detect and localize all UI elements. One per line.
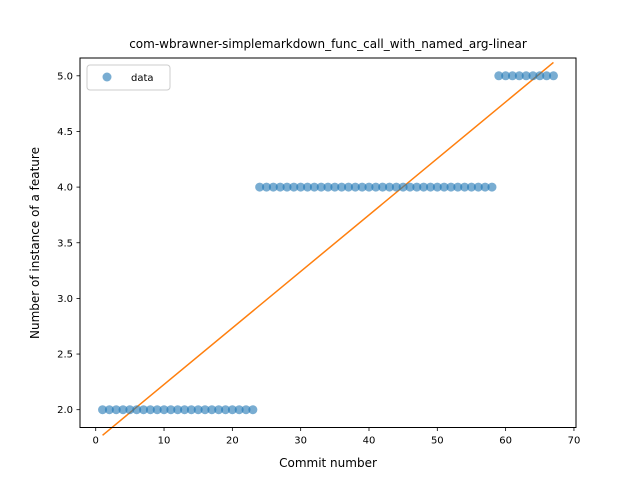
data-point bbox=[262, 182, 272, 192]
data-point bbox=[214, 405, 224, 415]
data-point bbox=[180, 405, 190, 415]
x-tick-label: 30 bbox=[294, 436, 307, 447]
data-point bbox=[548, 71, 558, 81]
data-point bbox=[507, 71, 517, 81]
data-point bbox=[241, 405, 251, 415]
data-point bbox=[289, 182, 299, 192]
data-point bbox=[514, 71, 524, 81]
y-tick-label: 4.5 bbox=[57, 127, 73, 138]
data-point bbox=[412, 182, 422, 192]
data-point bbox=[350, 182, 360, 192]
data-point bbox=[186, 405, 196, 415]
data-point bbox=[139, 405, 149, 415]
data-point bbox=[296, 182, 306, 192]
y-tick-label: 3.5 bbox=[57, 238, 73, 249]
data-point bbox=[98, 405, 108, 415]
data-point bbox=[337, 182, 347, 192]
data-point bbox=[419, 182, 429, 192]
data-point bbox=[111, 405, 121, 415]
data-point bbox=[480, 182, 490, 192]
data-point bbox=[446, 182, 456, 192]
legend: data bbox=[86, 64, 171, 91]
data-point bbox=[248, 405, 258, 415]
data-point bbox=[255, 182, 265, 192]
y-tick-label: 2.5 bbox=[57, 350, 73, 361]
x-axis-label: Commit number bbox=[279, 456, 377, 470]
data-point bbox=[487, 182, 497, 192]
data-point bbox=[344, 182, 353, 192]
data-point bbox=[432, 182, 442, 192]
data-point bbox=[125, 405, 135, 415]
y-tick-label: 2.0 bbox=[57, 405, 73, 416]
data-point bbox=[494, 71, 504, 81]
data-point bbox=[152, 405, 162, 415]
data-point bbox=[535, 71, 545, 81]
y-tick-label: 5.0 bbox=[57, 71, 73, 82]
data-point bbox=[398, 182, 408, 192]
data-point bbox=[132, 405, 142, 415]
data-point bbox=[330, 182, 340, 192]
data-point bbox=[221, 405, 231, 415]
y-tick-label: 4.0 bbox=[57, 183, 73, 194]
data-point bbox=[357, 182, 367, 192]
data-point bbox=[275, 182, 285, 192]
data-point bbox=[391, 182, 401, 192]
data-point bbox=[118, 405, 128, 415]
data-point bbox=[473, 182, 483, 192]
data-point bbox=[207, 405, 217, 415]
x-tick-label: 10 bbox=[158, 436, 171, 447]
data-point bbox=[460, 182, 470, 192]
fit-line bbox=[102, 61, 554, 436]
x-tick-label: 0 bbox=[93, 436, 99, 447]
data-point bbox=[425, 182, 435, 192]
data-point bbox=[193, 405, 203, 415]
data-point bbox=[453, 182, 463, 192]
x-tick-label: 70 bbox=[568, 436, 581, 447]
data-point bbox=[521, 71, 531, 81]
data-point bbox=[227, 405, 237, 415]
chart-title: com-wbrawner-simplemarkdown_func_call_wi… bbox=[129, 37, 527, 51]
data-point bbox=[309, 182, 319, 192]
data-point bbox=[159, 405, 169, 415]
data-point bbox=[200, 405, 210, 415]
data-point bbox=[234, 405, 244, 415]
data-point bbox=[364, 182, 374, 192]
data-point bbox=[316, 182, 326, 192]
data-point bbox=[528, 71, 538, 81]
data-point bbox=[439, 182, 449, 192]
axes: 0 10 20 30 40 50 60 70 2.0 2.5 3.0 3.5 4.0 4.5 5.0 bbox=[57, 71, 580, 446]
x-tick-label: 20 bbox=[226, 436, 239, 447]
x-tick-label: 50 bbox=[431, 436, 444, 447]
x-tick-label: 60 bbox=[499, 436, 512, 447]
data-point bbox=[323, 182, 333, 192]
data-point bbox=[145, 405, 155, 415]
data-point bbox=[466, 182, 476, 192]
data-point bbox=[268, 182, 278, 192]
legend-box bbox=[86, 64, 171, 91]
data-point bbox=[166, 405, 176, 415]
legend-marker bbox=[102, 72, 112, 82]
data-point bbox=[303, 182, 312, 192]
data-point bbox=[104, 405, 114, 415]
y-tick-label: 3.0 bbox=[57, 294, 73, 305]
data-point bbox=[405, 182, 415, 192]
data-point bbox=[378, 182, 388, 192]
legend-label-data: data bbox=[131, 73, 154, 84]
data-point bbox=[384, 182, 394, 192]
data-point bbox=[173, 405, 183, 415]
data-point bbox=[371, 182, 381, 192]
x-tick-label: 40 bbox=[363, 436, 376, 447]
y-axis-label: Number of instance of a feature bbox=[28, 147, 42, 339]
plot-area bbox=[98, 61, 558, 436]
data-point bbox=[282, 182, 292, 192]
data-point bbox=[501, 71, 511, 81]
data-point bbox=[542, 71, 552, 81]
